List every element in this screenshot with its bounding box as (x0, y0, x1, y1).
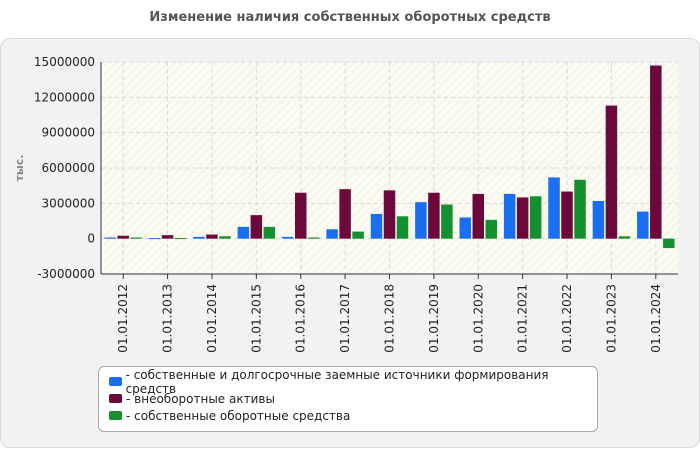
bar (219, 236, 231, 239)
bar (294, 192, 307, 239)
x-tick-label: 01.01.2018 (383, 284, 397, 353)
y-axis-label: тыс. (13, 154, 26, 181)
bar (161, 235, 174, 239)
bar (459, 217, 472, 239)
bar (548, 177, 560, 239)
legend-label-noncurrent-assets: - внеоборотные активы (126, 391, 275, 406)
bar (250, 215, 263, 239)
y-tick-label: 12000000 (34, 90, 95, 104)
x-tick-label: 01.01.2012 (116, 284, 130, 353)
x-tick-label: 01.01.2016 (294, 284, 308, 353)
x-tick-label: 01.01.2021 (516, 284, 530, 353)
y-tick-label: 3000000 (42, 196, 95, 210)
bar (561, 191, 573, 239)
bar (415, 202, 427, 239)
legend-swatch-working-capital (109, 411, 122, 420)
chart-title: Изменение наличия собственных оборотных … (149, 10, 551, 25)
x-tick-label: 01.01.2024 (649, 284, 663, 353)
bar (263, 226, 276, 239)
legend: - собственные и долгосрочные заемные ист… (98, 366, 598, 432)
bar (663, 238, 675, 249)
bar (529, 196, 542, 239)
axes (100, 62, 678, 279)
bar (206, 234, 218, 239)
bar (574, 179, 586, 239)
y-tick-label: -3000000 (37, 267, 95, 281)
bar (339, 189, 351, 239)
bar (472, 193, 485, 239)
x-tick-label: 01.01.2019 (427, 284, 441, 353)
bar (193, 236, 205, 239)
y-tick-labels: -3000000 0 3000000 6000000 9000000 12000000 15… (34, 55, 95, 281)
bar (396, 216, 409, 239)
legend-label-sources: - собственные и долгосрочные заемные ист… (125, 367, 549, 396)
bar (117, 235, 129, 239)
x-tick-label: 01.01.2014 (205, 284, 219, 353)
bar (326, 229, 338, 239)
bar (148, 238, 161, 240)
bar (237, 226, 250, 239)
y-tick-label: 6000000 (42, 161, 95, 175)
bars (104, 65, 675, 249)
bar (174, 238, 187, 240)
bar (352, 231, 364, 239)
bar (618, 236, 631, 239)
y-tick-label: 0 (87, 232, 95, 246)
bar (307, 237, 320, 239)
bar (637, 211, 649, 239)
bar (516, 197, 529, 239)
y-tick-label: 15000000 (34, 55, 95, 69)
bar (370, 213, 383, 239)
bar (383, 190, 396, 239)
bar (592, 200, 605, 239)
x-tick-label: 01.01.2022 (560, 284, 574, 353)
bar (428, 192, 440, 239)
legend-label-working-capital: - собственные оборотные средства (126, 408, 351, 423)
legend-item-sources: - собственные и долгосрочные заемные ист… (109, 368, 587, 396)
legend-swatch-noncurrent-assets (109, 394, 122, 403)
legend-item-working-capital: - собственные оборотные средства (109, 407, 587, 424)
bar (605, 105, 618, 239)
bar (503, 193, 516, 239)
bar (650, 65, 662, 239)
y-tick-label: 9000000 (42, 126, 95, 140)
x-tick-label: 01.01.2020 (471, 284, 485, 353)
x-tick-label: 01.01.2023 (604, 284, 618, 353)
bar (485, 219, 498, 239)
x-tick-label: 01.01.2017 (338, 284, 352, 353)
x-tick-label: 01.01.2013 (161, 284, 175, 353)
bar (281, 236, 294, 239)
bar (104, 237, 116, 239)
x-tick-label: 01.01.2015 (249, 284, 263, 353)
x-tick-labels: 01.01.2012 01.01.2013 01.01.2014 01.01.2015… (116, 284, 663, 353)
bar (441, 204, 453, 239)
legend-item-noncurrent-assets: - внеоборотные активы (109, 390, 587, 407)
bar (130, 237, 142, 239)
legend-swatch-sources (109, 377, 122, 386)
